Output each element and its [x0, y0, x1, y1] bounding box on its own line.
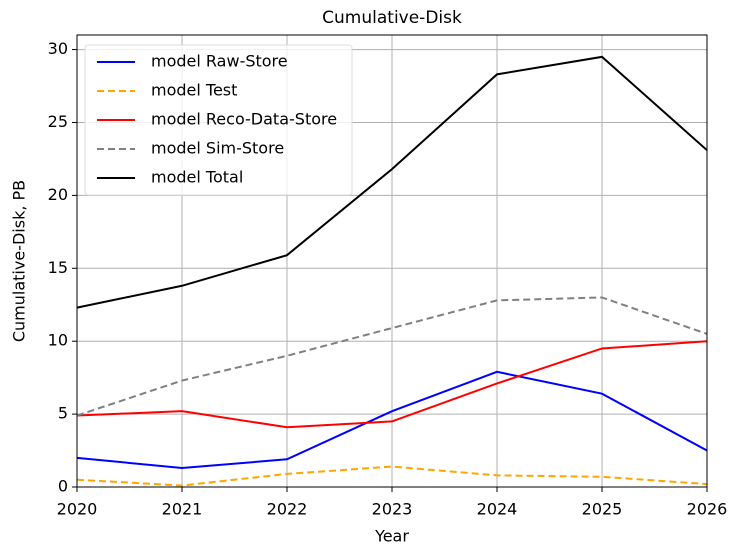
series-line [76, 55, 708, 309]
y-axis-label: Cumulative-Disk, PB [10, 180, 29, 342]
x-tick-label: 2023 [372, 500, 413, 519]
series-line [76, 370, 708, 470]
y-tick-label: 0 [58, 477, 68, 496]
legend-label: model Total [151, 168, 243, 187]
series-line [76, 465, 708, 487]
y-tick-label: 15 [48, 258, 68, 277]
plot-frame [76, 34, 708, 488]
legend-label: model Test [151, 81, 237, 100]
y-tick-label: 20 [48, 185, 68, 204]
series-line [76, 340, 708, 429]
chart-title: Cumulative-Disk [322, 8, 462, 28]
legend-label: model Sim-Store [151, 139, 284, 158]
legend-label: model Raw-Store [151, 52, 288, 71]
x-tick-label: 2024 [477, 500, 518, 519]
series-line [76, 296, 708, 417]
y-tick-label: 25 [48, 112, 68, 131]
y-tick-label: 10 [48, 331, 68, 350]
x-tick-label: 2020 [57, 500, 98, 519]
x-tick-label: 2022 [267, 500, 308, 519]
x-tick-label: 2025 [582, 500, 623, 519]
x-tick-label: 2026 [687, 500, 728, 519]
legend-box [84, 44, 353, 196]
x-tick-label: 2021 [162, 500, 203, 519]
legend-label: model Reco-Data-Store [151, 110, 337, 129]
y-tick-label: 5 [58, 404, 68, 423]
x-axis-label: Year [374, 527, 409, 546]
y-tick-label: 30 [48, 39, 68, 58]
